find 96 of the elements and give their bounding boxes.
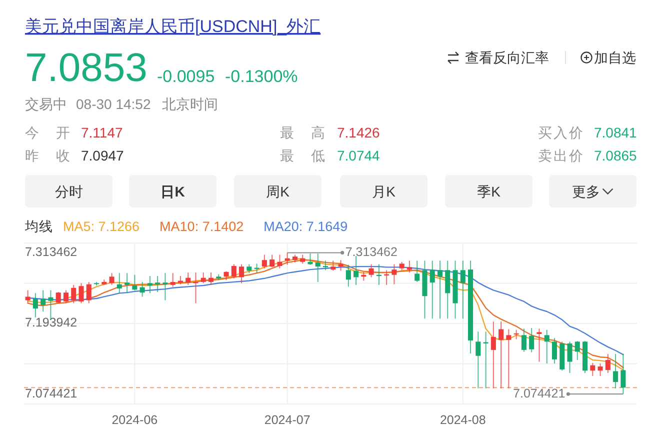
candlestick	[620, 353, 626, 394]
text: 周K	[266, 183, 290, 200]
text: 加自选	[594, 50, 636, 66]
candlestick	[277, 254, 282, 269]
candlestick	[109, 272, 114, 286]
x-tick-label: 2024-08	[440, 413, 486, 427]
text: 查看反向汇率	[465, 50, 549, 66]
candlestick	[552, 338, 558, 364]
annotation: 7.313462	[345, 245, 398, 260]
candlestick	[529, 328, 534, 353]
candlestick	[25, 290, 30, 304]
candlestick	[590, 362, 596, 376]
candlestick	[330, 260, 336, 272]
text: 买入价	[538, 124, 583, 140]
candlestick	[40, 290, 46, 312]
text: 08-30 14:52	[76, 96, 151, 112]
annotation: 7.074421	[513, 386, 566, 400]
candlestick	[613, 354, 618, 389]
text: -0.1300%	[225, 67, 298, 86]
candlestick	[445, 260, 450, 320]
candlestick	[162, 272, 168, 301]
candlestick	[186, 272, 191, 286]
candlestick	[338, 260, 344, 272]
text: 最低	[280, 148, 325, 164]
candlestick	[262, 254, 267, 269]
text: 交易中	[25, 96, 67, 112]
candlestick	[56, 291, 61, 304]
candlestick	[598, 363, 603, 376]
candlestick	[308, 253, 313, 266]
candlestick	[78, 282, 84, 304]
text: MA5: 7.1266	[63, 219, 140, 234]
text: 昨收	[25, 148, 70, 164]
text: 卖出价	[538, 148, 583, 164]
candlestick	[32, 292, 38, 318]
candlestick	[483, 331, 488, 389]
candlestick	[574, 340, 580, 360]
text: 7.0744	[337, 148, 380, 164]
candlestick	[430, 260, 435, 320]
candlestick	[147, 276, 152, 294]
text: 7.0841	[594, 124, 638, 140]
candlestick	[71, 284, 76, 304]
candlestick	[536, 328, 542, 362]
candlestick	[605, 354, 610, 374]
candlestick	[132, 274, 138, 291]
y-tick-label: 7.193942	[25, 316, 78, 330]
text: 7.0947	[81, 148, 124, 164]
candlestick	[140, 281, 145, 298]
x-tick-label: 2024-06	[112, 413, 158, 427]
chart-title: 美元兑中国离岸人民币[USDCNH]_外汇	[25, 17, 321, 36]
x-tick-label: 2024-07	[264, 413, 310, 427]
candlestick	[63, 290, 68, 304]
candlestick	[155, 276, 160, 292]
candlestick	[514, 329, 519, 340]
candlestick	[315, 253, 320, 282]
text: 日K	[160, 183, 185, 200]
text: -0.0095	[157, 67, 215, 86]
candlestick	[231, 264, 236, 279]
candlestick	[498, 321, 504, 389]
candlestick	[116, 272, 122, 294]
candlestick	[193, 272, 198, 304]
candlestick	[406, 260, 412, 273]
text: 最高	[280, 124, 325, 140]
legend-title: 均线	[24, 219, 53, 234]
candlestick	[544, 329, 550, 364]
text: MA10: 7.1402	[160, 219, 244, 234]
candlestick	[346, 264, 351, 288]
candlestick	[506, 328, 512, 389]
candlestick	[200, 272, 206, 284]
candlestick	[208, 272, 214, 286]
candlestick	[567, 341, 572, 374]
candlestick	[368, 264, 374, 278]
candlestick	[354, 255, 359, 286]
candlestick	[490, 321, 496, 389]
text: 更多	[572, 183, 600, 200]
candlestick	[270, 254, 275, 268]
text: 7.0865	[594, 148, 638, 164]
text: 季K	[477, 183, 502, 200]
text: 7.1426	[337, 124, 380, 140]
text: 北京时间	[162, 96, 218, 112]
candlestick	[414, 260, 420, 282]
candlestick	[86, 281, 92, 304]
text: 今开	[25, 124, 70, 140]
text: 分时	[54, 183, 83, 200]
candlestick	[437, 260, 443, 320]
candlestick	[124, 272, 130, 294]
y-tick-label: 7.313462	[25, 245, 78, 260]
y-tick-label: 7.074421	[25, 386, 78, 400]
text: 7.0853	[25, 46, 148, 90]
text: MA20: 7.1649	[264, 219, 348, 234]
text: 月K	[372, 183, 396, 200]
candlestick	[239, 264, 244, 284]
candlestick	[476, 331, 481, 389]
candlestick	[521, 328, 526, 352]
candlestick	[170, 272, 176, 288]
candlestick	[392, 264, 397, 285]
text: 7.1147	[81, 124, 123, 140]
